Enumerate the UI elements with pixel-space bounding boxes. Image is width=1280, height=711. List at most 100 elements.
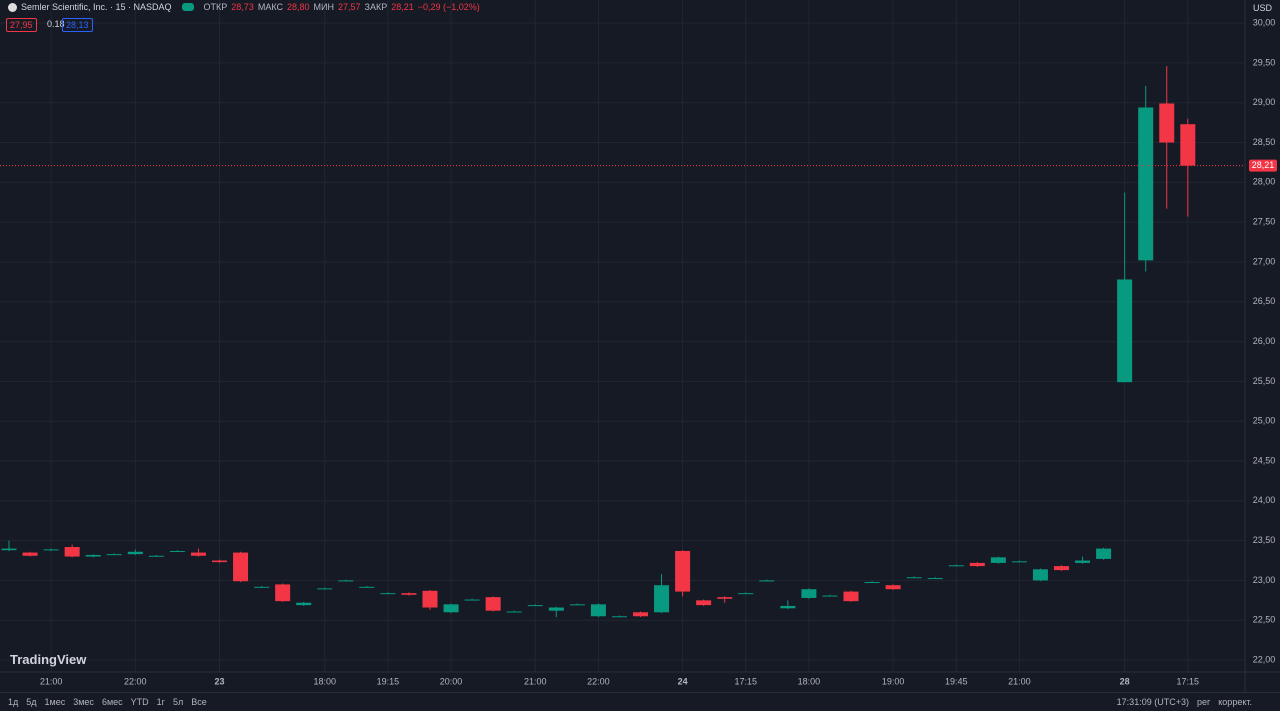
candle-body	[296, 602, 312, 606]
range-button[interactable]: 5л	[172, 697, 184, 707]
candle-body	[1096, 548, 1112, 559]
candle-body	[906, 577, 922, 579]
y-tick-label: 24,50	[1253, 455, 1276, 465]
candle-body	[233, 552, 249, 582]
candle-body	[22, 552, 38, 556]
candle-body	[885, 585, 901, 590]
candle-body	[590, 604, 606, 617]
candle-body	[1011, 561, 1027, 563]
watermark: TradingView	[10, 652, 87, 667]
candle-body	[1, 548, 17, 551]
candle-body	[969, 562, 985, 567]
ask[interactable]: 28,13	[62, 18, 93, 32]
x-tick-label: 19:00	[882, 676, 905, 686]
candle-body	[675, 550, 691, 592]
range-button[interactable]: YTD	[130, 697, 149, 707]
y-tick-label: 30,00	[1253, 17, 1276, 27]
candle-body	[85, 554, 101, 557]
candle-body	[338, 580, 354, 582]
x-tick-label: 21:00	[524, 676, 547, 686]
x-tick-label: 18:00	[798, 676, 821, 686]
low-value: 27,57	[337, 2, 361, 12]
x-tick-label: 24	[678, 676, 688, 686]
candle-body	[169, 550, 185, 552]
candle-body	[359, 586, 375, 588]
candle-body	[548, 607, 564, 611]
y-tick-label: 29,00	[1253, 97, 1276, 107]
legend: Semler Scientific, Inc. · 15 · NASDAQ ОТ…	[8, 2, 480, 12]
x-tick-label: 18:00	[313, 676, 336, 686]
candle-body	[506, 611, 522, 613]
x-tick-label: 20:00	[440, 676, 463, 686]
candle-body	[422, 590, 438, 608]
y-tick-label: 25,50	[1253, 376, 1276, 386]
candle-body	[380, 593, 396, 595]
candle-body	[927, 578, 943, 580]
candle-body	[759, 580, 775, 582]
candle-body	[633, 612, 648, 617]
candle-body	[1075, 560, 1091, 563]
y-tick-label: 22,00	[1253, 654, 1276, 664]
y-tick-label: 24,00	[1253, 495, 1276, 505]
close-label: ЗАКР	[364, 2, 388, 12]
candle-body	[254, 586, 270, 588]
range-button[interactable]: Все	[191, 697, 207, 707]
spread: 0.18	[47, 19, 65, 29]
y-tick-label: 22,50	[1253, 615, 1276, 625]
candle-body	[1138, 107, 1154, 261]
y-tick-label: 26,50	[1253, 296, 1276, 306]
y-tick-label: 27,50	[1253, 217, 1276, 227]
candle-body	[464, 599, 480, 601]
x-tick-label: 17:15	[1177, 676, 1200, 686]
candle-body	[106, 554, 122, 556]
range-button[interactable]: 3мес	[73, 697, 94, 707]
x-tick-label: 28	[1120, 676, 1130, 686]
candle-body	[1180, 124, 1196, 166]
candle-body	[485, 597, 501, 611]
bid[interactable]: 27,95	[6, 18, 37, 32]
candle-body	[948, 565, 964, 567]
close-value: 28,21	[391, 2, 414, 12]
y-tick-label: 28,50	[1253, 137, 1276, 147]
x-tick-label: 21:00	[1008, 676, 1031, 686]
candle-body	[443, 604, 459, 613]
change: −0,29 (−1,02%)	[417, 2, 480, 12]
candle-body	[1159, 103, 1175, 143]
candle-body	[317, 588, 333, 590]
candle-body	[801, 589, 817, 598]
range-button[interactable]: 1д	[8, 697, 19, 707]
session[interactable]: рег	[1196, 697, 1211, 707]
y-tick-label: 26,00	[1253, 336, 1276, 346]
chart: 22,00 22,50 23,00 23,50 24,00 24,50 25,00 25,50…	[0, 0, 1280, 692]
candle-body	[148, 555, 164, 557]
toolbar: 1д 5д 1мес 3мес 6мес YTD 1г 5л Все 17:31:09 (UTC+…	[0, 692, 1280, 711]
candle-body	[843, 591, 859, 602]
candle-body	[990, 557, 1006, 563]
range-button[interactable]: 5д	[26, 697, 37, 707]
candle-body	[696, 600, 712, 606]
candle-body	[611, 616, 627, 618]
candle-body	[527, 605, 543, 607]
x-tick-label: 22:00	[124, 676, 147, 686]
symbol[interactable]: Semler Scientific, Inc. · 15 · NASDAQ	[21, 2, 172, 12]
candle-body	[822, 595, 838, 597]
candle-body	[717, 597, 733, 599]
range-button[interactable]: 1г	[156, 697, 165, 707]
y-tick-label: 28,00	[1253, 177, 1276, 187]
candle-body	[738, 593, 754, 595]
adjust[interactable]: коррект.	[1218, 697, 1252, 707]
range-button[interactable]: 6мес	[101, 697, 123, 707]
candle-body	[401, 593, 417, 595]
candle-body	[1117, 279, 1133, 383]
x-tick-label: 22:00	[587, 676, 610, 686]
candle-body	[190, 552, 206, 556]
x-tick-label: 17:15	[734, 676, 757, 686]
candle-body	[1032, 569, 1048, 581]
candle-body	[780, 605, 796, 609]
y-tick-label: 25,00	[1253, 416, 1276, 426]
candle-body	[569, 604, 585, 606]
currency[interactable]: USD	[1253, 3, 1273, 13]
range-button[interactable]: 1мес	[44, 697, 66, 707]
x-tick-label: 23	[214, 676, 224, 686]
candle-body	[127, 551, 143, 555]
